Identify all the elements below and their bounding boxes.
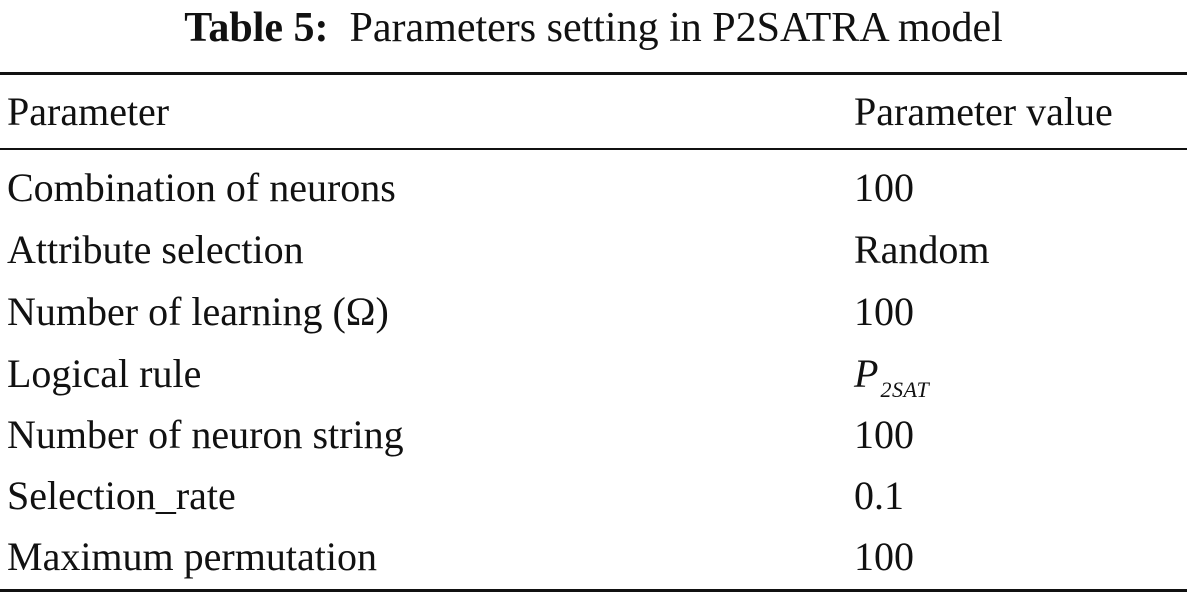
- table-row: Combination of neurons 100: [0, 158, 1187, 218]
- table-row: Maximum permutation 100: [0, 527, 1187, 587]
- header-parameter-value: Parameter value: [854, 89, 1113, 134]
- table-row: Attribute selection Random: [0, 220, 1187, 280]
- table-row: Selection_rate 0.1: [0, 466, 1187, 526]
- row-value-math: P2SAT: [854, 344, 929, 410]
- row-value: 0.1: [854, 473, 904, 518]
- row-parameter: Combination of neurons: [7, 165, 396, 210]
- row-parameter: Maximum permutation: [7, 534, 377, 579]
- math-subscript: 2SAT: [880, 377, 930, 402]
- table-caption-label: Table 5:: [184, 5, 329, 51]
- row-parameter: Number of learning (Ω): [7, 289, 389, 334]
- table-row: Number of neuron string 100: [0, 405, 1187, 465]
- row-value: 100: [854, 165, 914, 210]
- math-variable: P: [854, 351, 879, 396]
- table-header-rule: [0, 148, 1187, 150]
- header-parameter: Parameter: [7, 89, 170, 134]
- table-row: Logical rule P2SAT: [0, 344, 1187, 404]
- row-parameter: Selection_rate: [7, 473, 236, 518]
- table-header-row: Parameter Parameter value: [0, 82, 1187, 142]
- row-value: 100: [854, 412, 914, 457]
- table-caption: Table 5: Parameters setting in P2SATRA m…: [0, 4, 1187, 52]
- table-bottom-rule: [0, 589, 1187, 592]
- row-value: 100: [854, 289, 914, 334]
- row-parameter: Number of neuron string: [7, 412, 404, 457]
- table-caption-text: Parameters setting in P2SATRA model: [349, 5, 1003, 51]
- row-parameter: Logical rule: [7, 351, 202, 396]
- table-row: Number of learning (Ω) 100: [0, 282, 1187, 342]
- row-value: Random: [854, 227, 990, 272]
- row-value: 100: [854, 534, 914, 579]
- table-top-rule: [0, 72, 1187, 75]
- row-parameter: Attribute selection: [7, 227, 304, 272]
